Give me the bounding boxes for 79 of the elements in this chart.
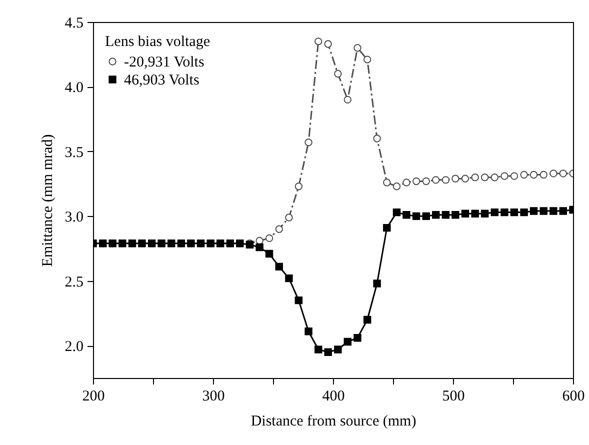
point [344, 96, 352, 104]
point [354, 334, 362, 342]
point [373, 280, 381, 288]
y-tick-label: 4.0 [64, 80, 84, 96]
point [480, 174, 489, 182]
y-tick-label: 4.5 [64, 16, 84, 32]
point [392, 208, 401, 216]
point [383, 224, 391, 232]
point [354, 44, 362, 52]
point [265, 250, 274, 258]
y-axis-title: Emittance (mm mrad) [40, 134, 56, 267]
point [314, 346, 322, 354]
point [304, 328, 312, 336]
point [510, 208, 518, 216]
x-tick-label: 200 [82, 388, 105, 404]
point [422, 177, 430, 186]
point [412, 177, 420, 186]
y-tick-label: 3.5 [64, 144, 84, 161]
point [559, 207, 568, 215]
point [324, 40, 332, 48]
point [452, 174, 460, 182]
point [344, 338, 352, 346]
legend-title: Lens bias voltage [105, 34, 210, 50]
point [442, 176, 450, 184]
point [432, 211, 440, 219]
point [461, 174, 470, 182]
x-tick-label: 300 [202, 388, 225, 404]
point [559, 170, 568, 178]
point [363, 316, 372, 324]
point [510, 172, 518, 180]
point [402, 211, 410, 219]
x-tick-label: 600 [562, 388, 585, 404]
point [520, 208, 528, 216]
point [285, 214, 293, 222]
point [324, 348, 332, 356]
point [412, 212, 420, 220]
point [285, 274, 293, 282]
point [540, 207, 548, 215]
point [550, 170, 558, 178]
point [363, 56, 372, 64]
point [373, 134, 381, 142]
point [520, 170, 528, 179]
point [442, 211, 450, 219]
point [490, 208, 498, 216]
point [452, 211, 460, 219]
point [461, 210, 470, 218]
y-tick-label: 2.5 [64, 274, 84, 290]
x-tick-label: 500 [442, 388, 465, 404]
point [314, 38, 322, 46]
point [256, 243, 264, 252]
point [422, 212, 430, 220]
point [500, 172, 508, 180]
y-tick-label: 3.0 [64, 210, 84, 226]
y-tick-label: 2.0 [64, 339, 84, 356]
point [383, 178, 391, 186]
point [275, 225, 283, 233]
point [530, 207, 538, 215]
point [304, 138, 312, 146]
point [471, 174, 479, 182]
point [540, 170, 548, 179]
point [490, 174, 498, 182]
point [402, 178, 410, 186]
legend-label: 46,903 Volts [124, 72, 200, 88]
point [530, 170, 538, 179]
point [294, 182, 303, 190]
point [550, 207, 558, 215]
point [480, 210, 489, 218]
x-tick-label: 400 [322, 388, 345, 404]
point [500, 208, 508, 216]
point [334, 70, 342, 78]
x-axis-title: Distance from source (mm) [250, 414, 416, 430]
point [432, 176, 440, 184]
point [265, 234, 274, 242]
legend-label: -20,931 Volts [124, 54, 204, 70]
point [392, 182, 401, 190]
point [334, 346, 342, 354]
point [471, 210, 479, 218]
point [294, 296, 303, 304]
point [275, 262, 283, 271]
